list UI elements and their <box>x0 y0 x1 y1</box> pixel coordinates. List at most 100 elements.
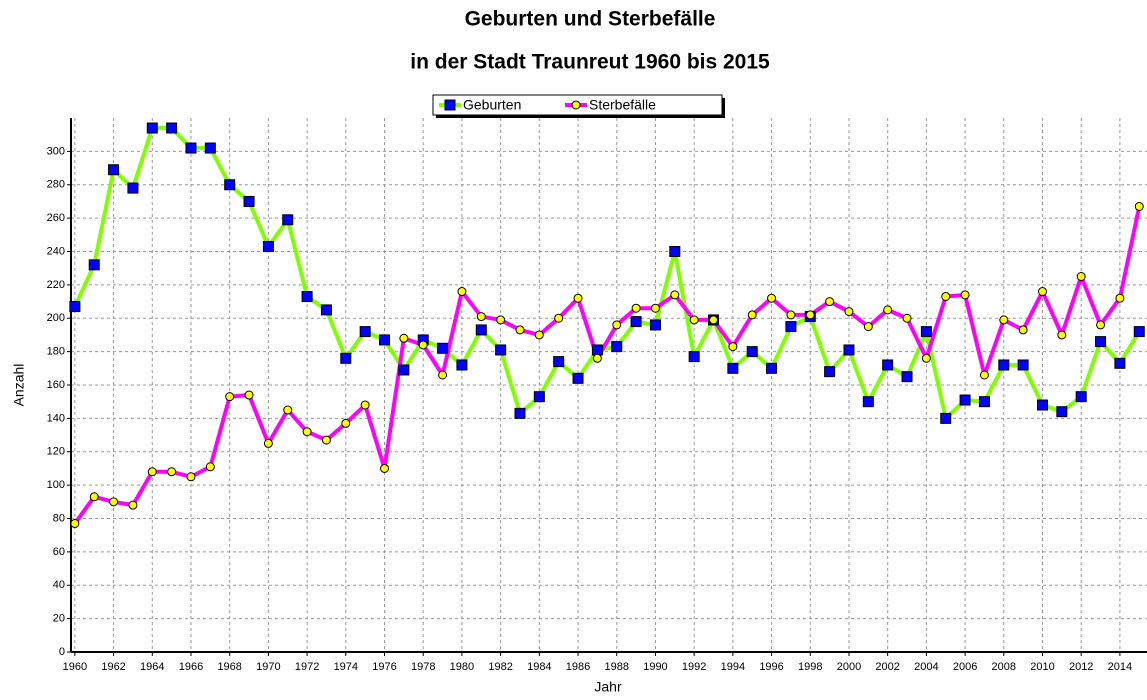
data-point <box>360 400 370 410</box>
data-point <box>572 372 584 384</box>
data-point <box>862 396 874 408</box>
data-point <box>108 164 120 176</box>
data-point <box>185 142 197 154</box>
x-tick-label: 1978 <box>411 661 435 673</box>
data-point <box>70 519 80 529</box>
data-point <box>1114 357 1126 369</box>
data-point <box>359 326 371 338</box>
data-point <box>457 287 467 297</box>
data-point <box>843 344 855 356</box>
data-point <box>767 293 777 303</box>
y-tick-label: 60 <box>53 546 65 558</box>
x-tick-label: 1996 <box>759 661 783 673</box>
data-point <box>844 307 854 317</box>
x-tick-label: 1984 <box>527 661 551 673</box>
data-point <box>1056 406 1068 418</box>
data-point <box>514 407 526 419</box>
data-point <box>727 362 739 374</box>
data-point <box>456 359 468 371</box>
x-tick-label: 2004 <box>914 661 938 673</box>
data-point <box>883 305 893 315</box>
data-point <box>786 310 796 320</box>
x-tick-label: 2010 <box>1030 661 1054 673</box>
x-tick-label: 1986 <box>566 661 590 673</box>
x-tick-label: 1988 <box>604 661 628 673</box>
data-point <box>437 342 449 354</box>
y-tick-label: 40 <box>53 579 65 591</box>
data-point <box>88 259 100 271</box>
data-point <box>533 391 545 403</box>
y-tick-label: 180 <box>47 346 65 358</box>
y-tick-label: 120 <box>47 446 65 458</box>
data-point <box>611 341 623 353</box>
data-point <box>379 334 391 346</box>
data-point <box>746 346 758 358</box>
x-tick-label: 2006 <box>953 661 977 673</box>
x-tick-label: 1982 <box>488 661 512 673</box>
data-point <box>747 310 757 320</box>
data-point <box>302 427 312 437</box>
x-tick-label: 1968 <box>217 661 241 673</box>
data-point <box>243 195 255 207</box>
data-point <box>204 142 216 154</box>
data-point <box>1075 391 1087 403</box>
data-point <box>592 353 602 363</box>
chart-title: in der Stadt Traunreut 1960 bis 2015 <box>410 51 770 74</box>
data-point <box>979 370 989 380</box>
data-point <box>941 292 951 302</box>
data-point <box>1134 201 1144 211</box>
data-point <box>825 297 835 307</box>
data-point <box>186 472 196 482</box>
data-point <box>69 301 81 313</box>
data-point <box>689 315 699 325</box>
data-point <box>475 324 487 336</box>
data-point <box>728 342 738 352</box>
x-tick-label: 1964 <box>140 661 164 673</box>
chart-title: Geburten und Sterbefälle <box>465 8 716 31</box>
data-point <box>669 246 681 257</box>
data-point <box>418 340 428 350</box>
legend-label: Sterbefälle <box>589 97 656 113</box>
data-point <box>146 122 158 134</box>
x-tick-label: 2000 <box>837 661 861 673</box>
x-tick-label: 1990 <box>643 661 667 673</box>
data-point <box>166 122 178 134</box>
data-point <box>1095 336 1107 348</box>
y-tick-label: 300 <box>47 145 65 157</box>
data-point <box>978 396 990 408</box>
y-tick-label: 100 <box>47 479 65 491</box>
y-tick-label: 160 <box>47 379 65 391</box>
data-point <box>320 304 332 316</box>
data-point <box>612 320 622 330</box>
data-point <box>902 313 912 323</box>
data-point <box>1037 287 1047 297</box>
data-point <box>1133 326 1145 338</box>
data-point <box>225 392 235 402</box>
series-line <box>73 206 1142 525</box>
y-tick-label: 80 <box>53 512 65 524</box>
x-axis-label: Jahr <box>594 679 622 695</box>
data-point <box>282 214 294 226</box>
x-tick-label: 1962 <box>101 661 125 673</box>
y-tick-label: 140 <box>47 412 65 424</box>
y-tick-label: 20 <box>53 613 65 625</box>
data-point <box>785 321 797 333</box>
legend-marker <box>444 99 456 111</box>
data-point <box>263 438 273 448</box>
data-point <box>301 291 313 303</box>
x-tick-label: 1960 <box>63 661 87 673</box>
data-point <box>321 435 331 445</box>
data-point <box>205 462 215 472</box>
y-tick-label: 280 <box>47 179 65 191</box>
data-point <box>283 405 293 415</box>
data-point <box>573 293 583 303</box>
data-point <box>1018 325 1028 335</box>
data-point <box>380 463 390 473</box>
legend-label: Geburten <box>463 97 521 113</box>
data-point <box>262 240 274 252</box>
data-point <box>553 356 565 368</box>
data-point <box>920 326 932 338</box>
data-point <box>476 312 486 322</box>
x-tick-label: 2014 <box>1108 661 1132 673</box>
